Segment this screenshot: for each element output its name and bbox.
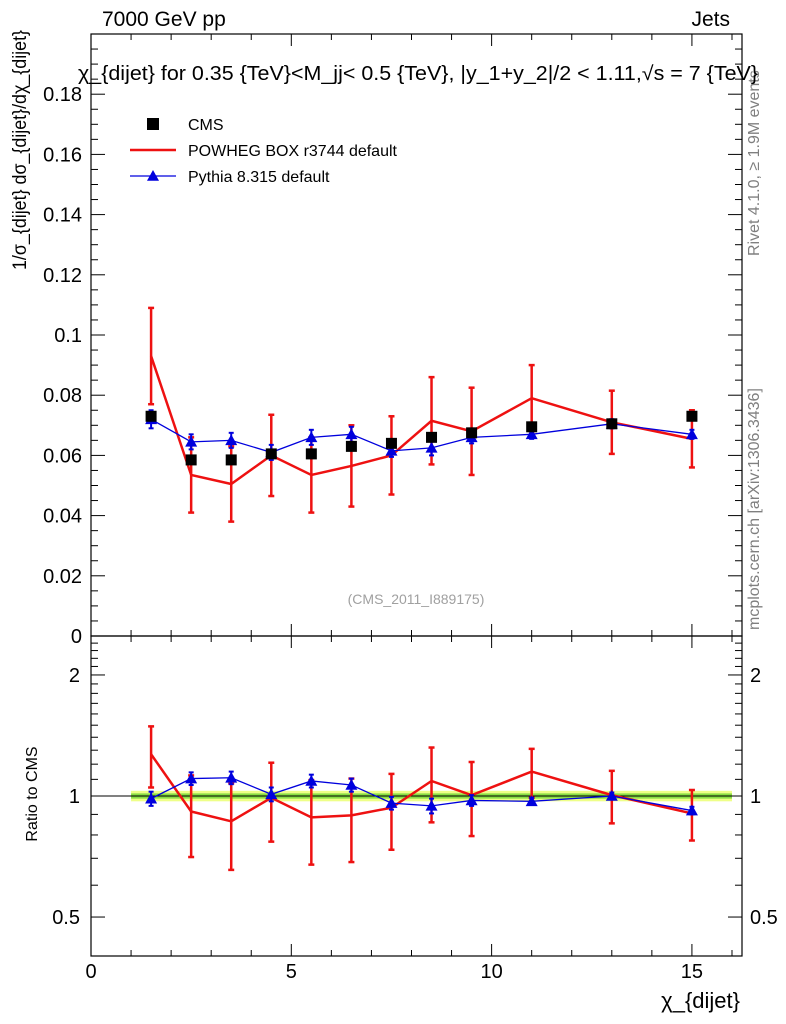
cms-point [466, 427, 478, 439]
header-category: Jets [691, 8, 730, 31]
analysis-watermark: (CMS_2011_I889175) [348, 591, 485, 607]
y-tick-label: 0.12 [43, 265, 82, 287]
y-tick-label: 0.16 [43, 144, 82, 166]
ratio-pythia-point [265, 788, 278, 800]
y-tick-label: 0.06 [43, 445, 82, 467]
x-tick-label: 5 [286, 961, 297, 983]
pythia-point [685, 428, 698, 440]
x-axis-label: χ_{dijet} [661, 988, 740, 1013]
cms-point [345, 440, 357, 452]
plot-title: χ_{dijet} for 0.35 {TeV}<M_jj< 0.5 {TeV}… [78, 63, 758, 85]
pythia-point [525, 428, 538, 440]
main-y-axis-label: 1/σ_{dijet} dσ_{dijet}/dχ_{dijet} [10, 30, 31, 270]
y-tick-label: 0.14 [43, 205, 82, 227]
legend-cms-marker [147, 118, 159, 130]
legend-label: CMS [188, 117, 224, 134]
powheg-line [149, 355, 693, 486]
y-tick-label: 0.02 [43, 566, 82, 588]
ratio-y-tick-label: 2 [69, 665, 80, 687]
cms-point [225, 454, 237, 466]
ratio-pythia-point [145, 792, 158, 804]
ratio-pythia-point [465, 794, 478, 806]
cms-point [385, 437, 397, 449]
ratio-pythia-point [525, 795, 538, 807]
legend-pythia-marker [147, 170, 159, 181]
x-tick-label: 15 [681, 961, 703, 983]
ratio-y-tick-label: 0.5 [52, 907, 80, 929]
cms-point [686, 410, 698, 422]
pythia-point [305, 431, 318, 443]
cms-point [606, 418, 618, 430]
ratio-y-tick-label-right: 0.5 [750, 907, 778, 929]
header-process: 7000 GeV pp [102, 8, 226, 31]
ratio-pythia-point [185, 772, 198, 784]
ratio-y-axis-label: Ratio to CMS [24, 746, 41, 841]
pythia-point [345, 428, 358, 440]
y-tick-label: 0.08 [43, 385, 82, 407]
y-tick-label: 0.1 [54, 325, 82, 347]
legend: CMS POWHEG BOX r3744 default Pythia 8.315 … [130, 117, 398, 186]
legend-label: POWHEG BOX r3744 default [188, 143, 398, 160]
legend-label: Pythia 8.315 default [188, 169, 330, 186]
cms-point [305, 448, 317, 460]
y-tick-label: 0.18 [43, 84, 82, 106]
main-panel: 0 0.02 0.04 0.06 0.08 0.1 0.12 0.14 0.16 0.18 [43, 33, 743, 648]
ratio-pythia-point [225, 771, 238, 783]
pythia-line [150, 418, 693, 454]
cms-point [265, 448, 277, 460]
ratio-pythia-point [605, 790, 618, 801]
ratio-pythia-point [685, 804, 698, 816]
y-tick-label: 0 [71, 626, 82, 648]
pythia-point [385, 444, 398, 456]
cms-point [426, 431, 438, 443]
ratio-pythia-point [305, 774, 318, 786]
pythia-point [225, 434, 238, 446]
x-tick-label: 10 [480, 961, 502, 983]
y-tick-label: 0.04 [43, 506, 82, 528]
ratio-pythia-line [150, 777, 693, 812]
pythia-point [185, 435, 198, 447]
cms-point [185, 454, 197, 466]
ratio-y-tick-label-right: 1 [750, 786, 761, 808]
pythia-point [425, 441, 438, 453]
ratio-powheg-line [150, 753, 693, 823]
ratio-pythia-point [425, 799, 438, 811]
ratio-pythia-point [385, 797, 398, 808]
ratio-y-tick-label-right: 2 [750, 665, 761, 687]
ratio-y-tick-label: 1 [69, 786, 80, 808]
ratio-panel: 0 5 10 15 0.5 0.5 1 1 2 2 [52, 635, 778, 983]
cms-point [145, 410, 157, 422]
cms-point [526, 421, 538, 433]
ratio-pythia-point [345, 779, 358, 790]
x-tick-label: 0 [85, 961, 96, 983]
